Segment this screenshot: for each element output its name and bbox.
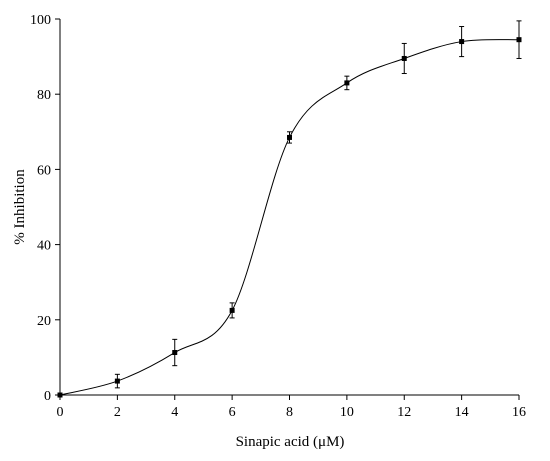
y-tick-label: 0 xyxy=(44,389,51,404)
error-bars xyxy=(114,20,522,389)
data-point xyxy=(229,307,235,313)
y-axis-label: % Inhibition xyxy=(12,169,28,245)
data-point xyxy=(516,37,522,43)
data-point xyxy=(114,378,120,384)
fit-curve-path xyxy=(59,39,520,396)
data-point xyxy=(172,350,178,356)
data-point xyxy=(57,392,63,398)
y-tick-label: 40 xyxy=(37,239,51,254)
data-point xyxy=(459,39,465,45)
y-tick-label: 100 xyxy=(30,13,51,28)
data-point xyxy=(344,80,350,86)
x-tick-label: 10 xyxy=(340,405,354,420)
axes xyxy=(59,19,519,396)
y-tick-label: 20 xyxy=(37,314,51,329)
x-tick-label: 12 xyxy=(397,405,411,420)
y-tick-label: 60 xyxy=(37,163,51,178)
x-tick-label: 6 xyxy=(229,405,236,420)
y-tick-label: 80 xyxy=(37,88,51,103)
data-point xyxy=(287,134,292,140)
x-tick-label: 8 xyxy=(286,405,293,420)
x-tick-label: 14 xyxy=(455,405,469,420)
x-axis-label: Sinapic acid (μM) xyxy=(236,434,345,450)
x-tick-label: 2 xyxy=(114,405,121,420)
x-tick-label: 4 xyxy=(171,405,178,420)
fit-curve xyxy=(59,39,520,396)
data-point xyxy=(401,55,407,61)
ticks: 0 2 4 6 8 10 12 14 16 0 20 40 60 80 100 xyxy=(30,13,526,420)
data-points xyxy=(57,37,522,398)
x-tick-label: 16 xyxy=(512,405,526,420)
x-tick-label: 0 xyxy=(57,405,64,420)
